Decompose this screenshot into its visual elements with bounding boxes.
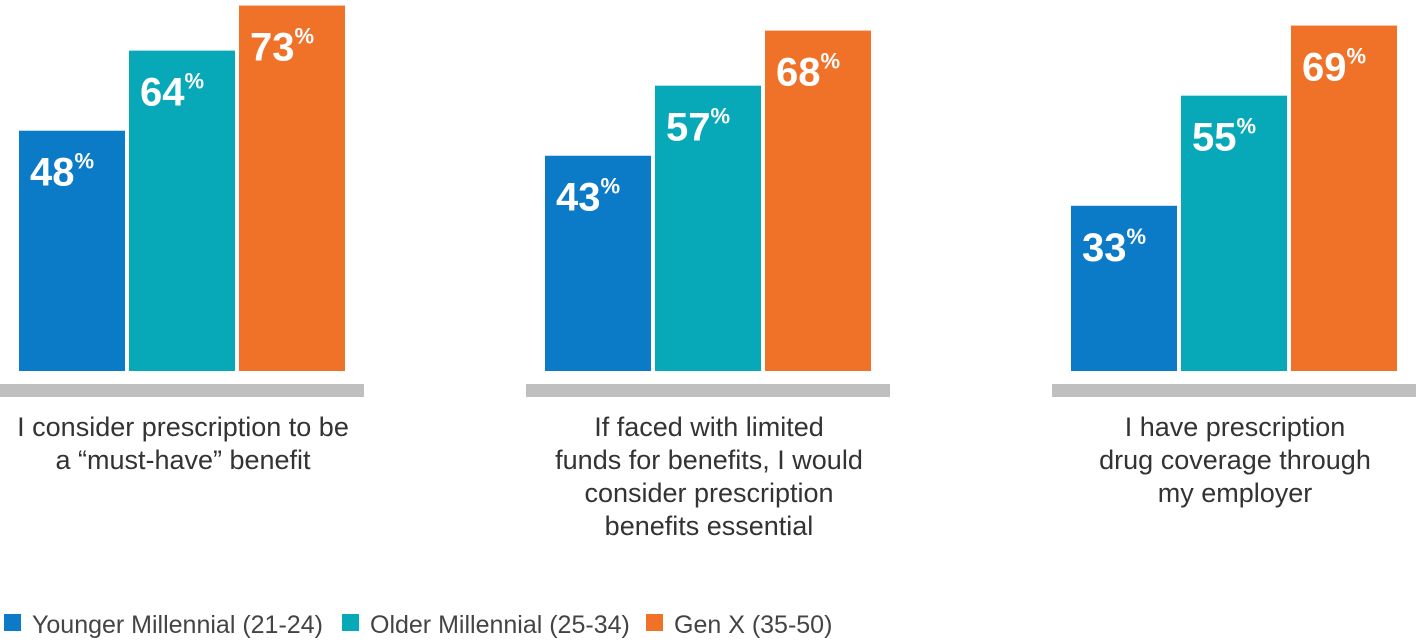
legend-label-2: Gen X (35-50) [674,611,832,639]
bar-employer-2 [1291,25,1397,371]
data-label-employer-1: 55% [1192,114,1256,160]
bar-employer-0 [1071,205,1177,371]
data-label-must-have-1: 64% [140,69,204,115]
bar-must-have-2 [239,5,345,371]
legend-swatch-2 [646,614,663,631]
bar-essential-1 [655,85,761,371]
bar-employer-1 [1181,95,1287,372]
bar-must-have-0 [19,130,125,371]
legend-item-0: Younger Millennial (21-24) [4,611,323,639]
bar-essential-2 [765,30,871,372]
data-label-essential-1: 57% [666,104,730,150]
category-label-must-have: I consider prescription to be a “must-hav… [17,412,349,475]
legend-label-1: Older Millennial (25-34) [370,611,630,639]
data-label-must-have-0: 48% [30,149,94,195]
data-label-employer-2: 69% [1302,44,1366,90]
data-label-essential-2: 68% [776,49,840,95]
bar-essential-0 [545,155,651,371]
data-label-employer-0: 33% [1082,224,1146,270]
baselines-layer [0,384,1416,397]
legend-label-0: Younger Millennial (21-24) [32,611,323,639]
bar-must-have-1 [129,50,235,372]
legend-item-2: Gen X (35-50) [646,611,832,639]
category-label-essential: If faced with limited funds for benefits,… [555,412,863,541]
category-labels-layer: I consider prescription to be a “must-hav… [17,412,1371,541]
baseline-essential [526,384,890,397]
legend-swatch-1 [342,614,359,631]
legend-swatch-0 [4,614,21,631]
data-label-essential-0: 43% [556,174,620,220]
category-label-employer: I have prescription drug coverage through… [1099,412,1371,508]
bars-layer: 48% 64% 73% 43% 57% 68% 33% 55% 69% [19,5,1397,372]
baseline-must-have [0,384,364,397]
data-label-must-have-2: 73% [250,24,314,70]
baseline-employer [1052,384,1416,397]
legend: Younger Millennial (21-24) Older Millenni… [4,611,832,639]
legend-item-1: Older Millennial (25-34) [342,611,630,639]
